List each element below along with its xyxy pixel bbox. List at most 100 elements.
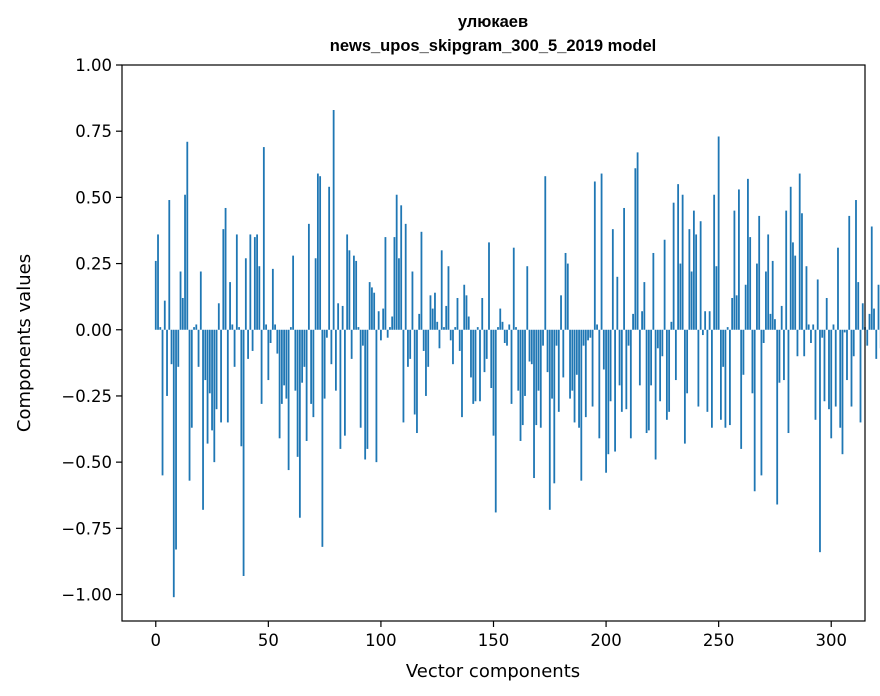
bar [274,324,276,330]
bar [170,329,173,365]
bar [751,329,754,394]
bar [661,329,664,357]
bar [692,210,695,330]
bar [366,329,369,449]
bar [580,329,583,481]
bar [695,234,698,330]
bar [357,327,360,330]
bar [537,329,540,391]
x-tick-label: 250 [703,631,735,650]
bar [634,168,637,330]
bar [821,329,824,338]
bar [166,329,168,396]
bar [224,207,227,330]
bar [720,329,722,420]
bar [605,329,607,473]
bar [316,173,319,330]
bar [834,329,837,407]
bar [346,234,349,330]
bar [195,324,198,330]
bar [222,229,225,330]
bar [596,324,598,330]
bar [774,319,776,330]
bar [843,329,846,333]
bar [402,329,405,423]
bar [740,329,743,449]
bar [510,329,513,404]
bar [546,329,549,373]
y-tick-label: 0.25 [75,255,112,274]
bar [663,239,666,330]
bar [413,329,416,415]
bar [461,329,463,418]
bar [560,295,562,330]
bar [244,258,247,330]
bar [814,329,817,420]
bar [636,152,639,330]
bar [760,329,763,476]
bar [213,329,216,463]
bar [686,329,689,394]
bar [530,329,533,365]
bar [598,329,601,439]
bar [467,316,470,330]
chart-title-line2: news_upos_skipgram_300_5_2019 model [330,37,657,55]
bar [208,329,211,394]
bar [285,329,288,399]
bar [154,260,157,330]
bar [310,329,313,404]
bar [422,329,425,351]
bar [573,329,576,423]
y-tick-label: −1.00 [61,586,112,605]
bar [159,327,162,330]
bar [623,207,625,330]
bar [375,329,378,463]
bar [823,329,826,402]
bar [627,329,630,346]
bar [247,329,249,359]
bar [711,329,713,428]
bar [229,282,231,330]
bar [400,205,403,330]
bar [199,271,202,330]
bar [377,311,380,330]
bar [427,329,430,367]
bar [832,324,835,330]
bar [235,234,238,330]
bar [312,329,315,418]
x-tick-label: 50 [258,631,279,650]
bar [738,189,740,330]
bar [801,213,803,330]
bar [796,329,799,357]
bar [569,329,571,399]
bar [168,200,171,330]
bar [614,329,616,452]
bar [825,297,828,330]
bar [350,329,353,359]
bar [267,329,270,381]
bar [289,327,292,330]
bar [584,329,587,418]
bar [618,329,621,386]
bar [729,329,731,426]
bar [337,303,340,330]
bar [251,329,254,351]
bar [283,329,286,386]
bar [846,329,848,381]
bar [217,303,220,330]
bar [566,263,569,330]
bar [211,329,213,431]
plot-frame [121,64,866,622]
bar [330,329,333,365]
bar [490,329,493,389]
bar [582,329,585,346]
bar [456,297,459,330]
bar [868,313,871,330]
bar [341,305,344,330]
bar [656,329,659,349]
bar [674,329,677,381]
bar [812,324,815,330]
bar [670,321,673,330]
bar [193,327,195,330]
bar [771,260,774,330]
